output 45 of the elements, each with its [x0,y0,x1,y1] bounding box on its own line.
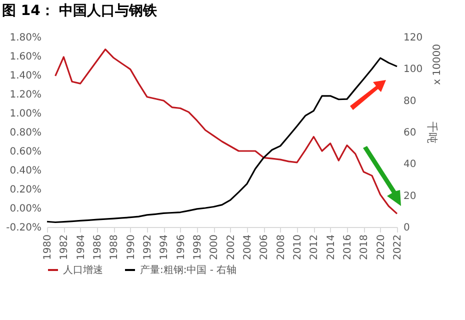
x-tick-label: 2012 [309,234,320,260]
x-tick-label: 1992 [142,234,154,260]
y-tick-label: 0.20% [10,184,42,196]
y2-tick-label: 60 [404,128,416,138]
chart-title: 图 14： 中国人口与钢铁 [2,3,158,19]
x-tick-label: 2004 [242,234,254,260]
x-tick-label: 1980 [42,234,54,260]
y-tick-label: 1.80% [10,32,42,44]
y-tick-label: -0.20% [6,222,42,234]
y-tick-label: 1.40% [10,70,42,82]
y2-axis-title: 千吨 [426,122,439,144]
x-tick-label: 1984 [76,234,87,260]
y-tick-label: 1.60% [10,52,42,62]
x-tick-label: 2002 [226,234,237,260]
x-tick-label: 2000 [209,234,220,260]
x-tick-label: 1998 [192,234,204,260]
x-tick-label: 1986 [92,234,104,260]
y-tick-label: 1.00% [10,108,42,120]
x-tick-label: 1994 [159,234,170,260]
x-tick-label: 1988 [109,234,120,260]
y2-tick-label: 100 [404,64,423,76]
x-tick-label: 1996 [176,234,187,260]
y2-tick-label: 0 [404,222,410,234]
x-tick-label: 2010 [292,234,304,260]
legend-label: 产量:粗钢:中国 - 右轴 [140,264,237,276]
text: x 10000 [432,44,443,85]
y-tick-label: 0.80% [10,128,42,138]
y-tick-label: 1.20% [10,90,42,100]
legend-label: 人口增速 [63,264,103,276]
x-tick-label: 2016 [342,234,354,260]
y-tick-label: 0.60% [10,146,42,158]
y2-tick-label: 20 [404,190,416,202]
y-tick-label: 0.40% [10,166,42,176]
y-tick-label: 0.00% [10,204,42,214]
x-tick-label: 2020 [376,234,387,260]
y2-tick-label: 120 [404,32,423,44]
x-tick-label: 2022 [392,234,404,260]
y2-tick-label: 80 [404,96,416,107]
y2-tick-label: 40 [404,159,416,170]
x-tick-label: 2014 [326,234,337,260]
x-tick-label: 2018 [359,234,370,260]
x-tick-label: 2008 [276,234,287,260]
x-tick-label: 2006 [259,234,270,260]
x-tick-label: 1990 [126,234,137,260]
x-tick-label: 1982 [59,234,70,260]
